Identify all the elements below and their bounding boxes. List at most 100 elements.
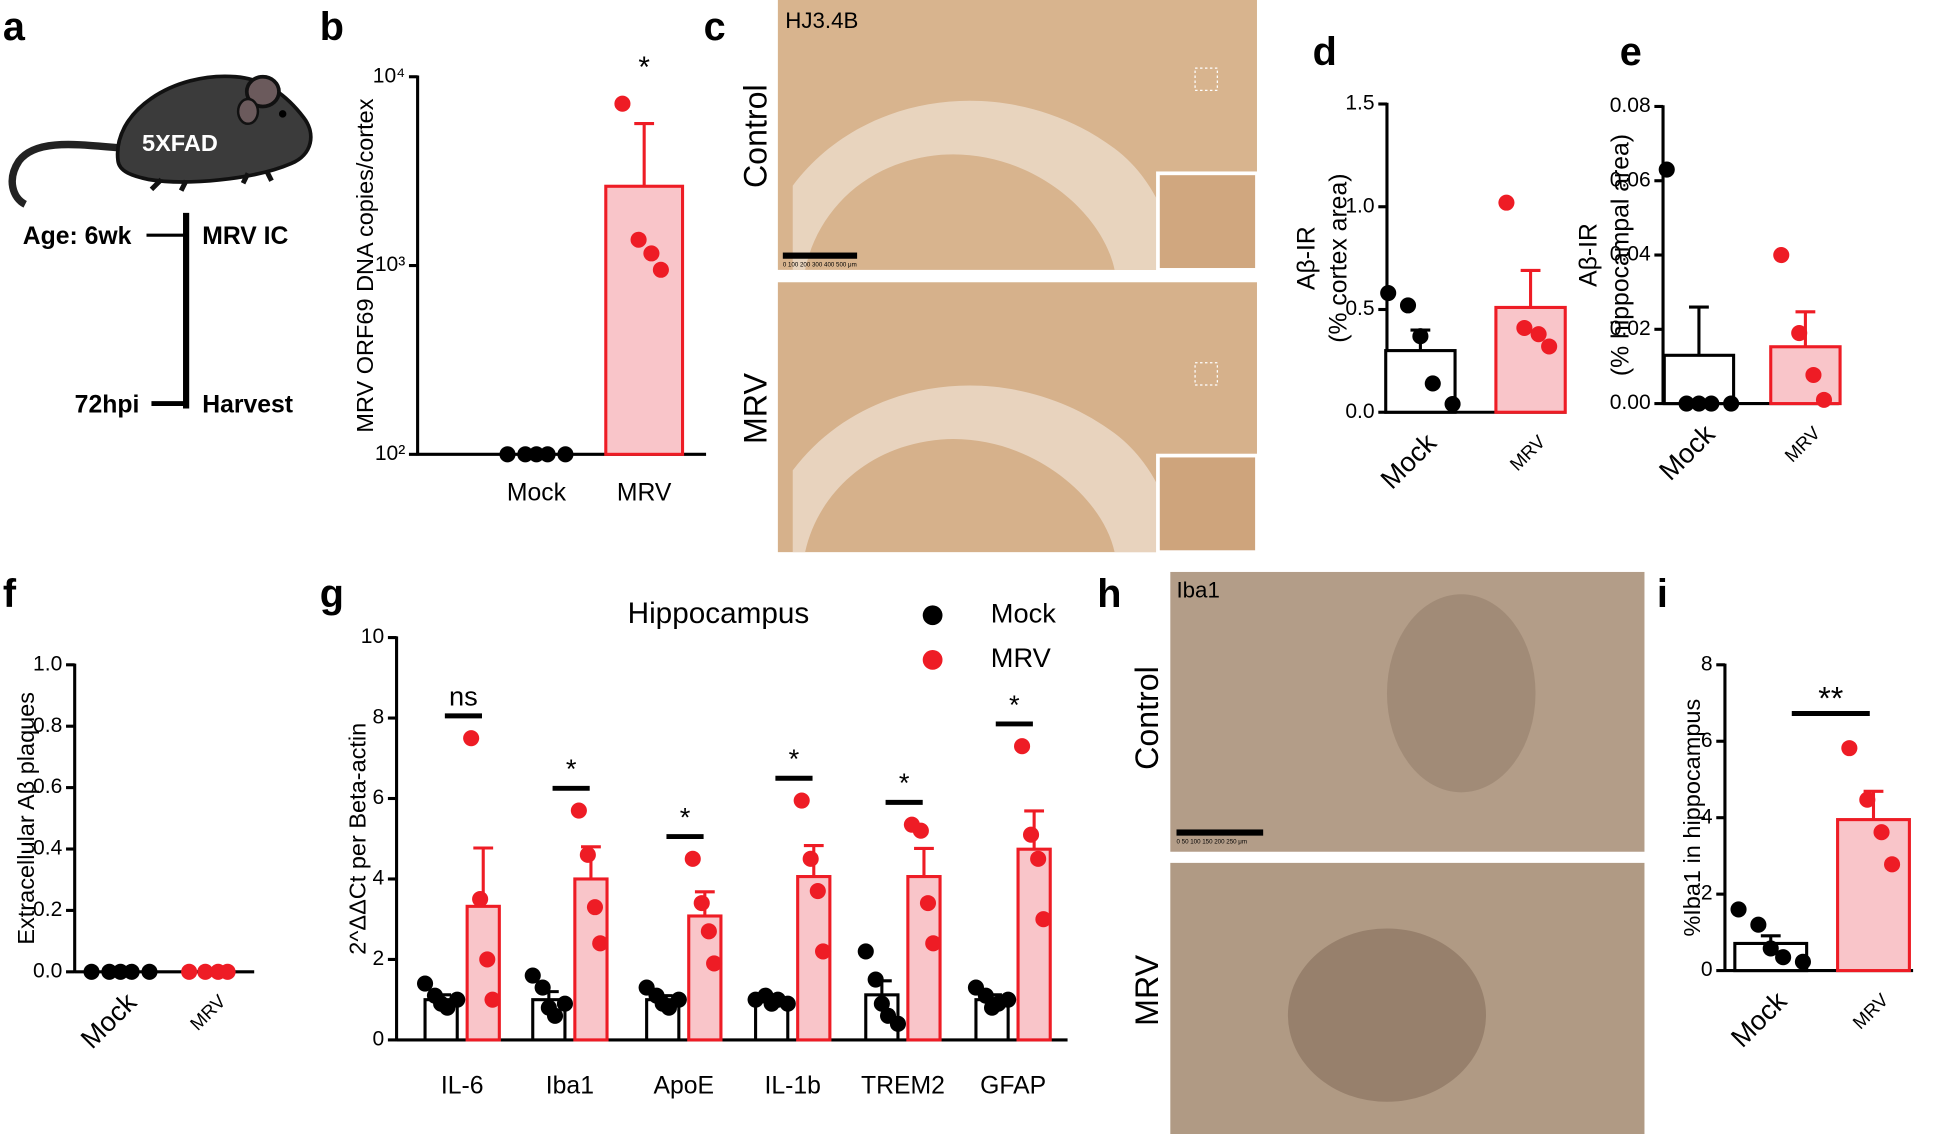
data-point xyxy=(1703,395,1720,412)
y-axis-label: Aβ-IR xyxy=(1576,223,1603,287)
mouse-ear xyxy=(244,74,281,109)
significance-label: * xyxy=(1009,689,1020,720)
data-point xyxy=(1399,297,1417,314)
data-point xyxy=(1805,366,1822,384)
y-tick-label: 8 xyxy=(1701,652,1713,675)
y-tick-label: 10² xyxy=(375,442,405,465)
data-point xyxy=(1498,194,1515,211)
data-point xyxy=(1690,395,1707,412)
mouse-diagram: 5XFAD Age: 6wk MRV IC 72hpi Harvest xyxy=(8,74,313,419)
data-point xyxy=(1030,850,1047,867)
significance-label: * xyxy=(680,801,691,832)
data-point xyxy=(1541,338,1558,355)
x-tick-label: Mock xyxy=(507,479,567,506)
data-point xyxy=(534,979,551,996)
data-point xyxy=(1412,328,1429,345)
panel-label: c xyxy=(704,5,726,49)
data-point xyxy=(83,963,100,980)
micrograph-c: 0 100 200 300 400 500 μm HJ3.4B Control … xyxy=(738,0,1259,555)
data-point xyxy=(614,95,631,112)
y-tick-label: 0.0 xyxy=(33,959,62,982)
panel-label: b xyxy=(320,5,344,49)
x-tick-label: TREM2 xyxy=(861,1072,945,1099)
data-point xyxy=(579,846,596,863)
data-point xyxy=(1873,824,1890,841)
x-tick-label: MRV xyxy=(617,479,672,506)
scale-bar xyxy=(782,252,858,259)
y-tick-label: 0.4 xyxy=(33,837,63,860)
bar xyxy=(1836,818,1911,973)
data-point xyxy=(919,895,937,912)
timeline-label: Age: 6wk xyxy=(23,223,132,250)
y-tick-label: 10 xyxy=(361,625,384,648)
bar xyxy=(604,184,685,456)
data-point xyxy=(1884,856,1901,873)
y-axis-label: MRV ORF69 DNA copies/cortex xyxy=(352,98,378,432)
y-tick-label: 6 xyxy=(372,786,384,809)
y-tick-label: 2 xyxy=(1701,882,1713,905)
data-point xyxy=(546,1007,564,1024)
data-point xyxy=(912,822,929,839)
legend-label: MRV xyxy=(991,642,1052,673)
y-axis-label: Aβ-IR xyxy=(1293,226,1320,290)
legend-label: Mock xyxy=(991,597,1056,628)
y-tick-label: 0.00 xyxy=(1610,391,1651,414)
data-point xyxy=(1773,246,1790,264)
data-point xyxy=(1678,395,1695,412)
panel-labels: a b c d e f g h i xyxy=(3,5,1668,616)
data-point xyxy=(1022,826,1040,843)
data-point xyxy=(867,971,884,988)
x-tick-label: IL-1b xyxy=(765,1072,821,1099)
data-point xyxy=(499,446,516,463)
row-label: MRV xyxy=(738,373,774,444)
legend-marker xyxy=(922,649,943,670)
data-point xyxy=(592,935,609,952)
data-point xyxy=(889,1015,907,1032)
row-label: MRV xyxy=(1129,954,1165,1025)
y-tick-label: 0.8 xyxy=(33,714,62,737)
data-point xyxy=(1000,991,1017,1008)
y-tick-label: 0.06 xyxy=(1610,168,1651,191)
significance-label: ns xyxy=(449,681,478,712)
data-point xyxy=(123,963,140,980)
data-point xyxy=(700,923,717,940)
panel-label: i xyxy=(1657,572,1668,616)
y-tick-label: 0.6 xyxy=(33,775,62,798)
x-tick-label: MRV xyxy=(186,990,230,1034)
data-point xyxy=(449,991,466,1008)
y-tick-label: 4 xyxy=(1701,805,1713,828)
y-tick-label: 0 xyxy=(1701,958,1713,981)
y-tick-label: 0.04 xyxy=(1610,243,1651,266)
data-point xyxy=(1380,285,1397,302)
strain-label: 5XFAD xyxy=(142,130,218,156)
data-point xyxy=(1730,901,1747,918)
mouse-ear xyxy=(236,97,260,126)
y-tick-label: 0.02 xyxy=(1610,317,1651,340)
data-point xyxy=(1859,791,1876,808)
data-point xyxy=(557,446,574,463)
data-point xyxy=(539,446,556,463)
y-tick-label: 0.2 xyxy=(33,898,62,921)
data-point xyxy=(925,935,942,952)
y-tick-label: 1.5 xyxy=(1345,92,1374,115)
data-point xyxy=(1444,395,1461,413)
data-point xyxy=(463,730,480,747)
row-label: Control xyxy=(738,84,774,188)
data-point xyxy=(1424,375,1441,392)
data-point xyxy=(197,963,214,980)
data-point xyxy=(1723,395,1740,412)
mouse-eye xyxy=(278,110,287,118)
panel-label: e xyxy=(1620,30,1642,74)
significance-label: * xyxy=(789,743,800,774)
data-point xyxy=(815,943,832,960)
mouse-feet xyxy=(149,169,274,192)
x-tick-label: MRV xyxy=(1780,422,1824,466)
data-point xyxy=(101,963,118,980)
inset xyxy=(1156,453,1259,555)
data-point xyxy=(684,850,701,867)
y-axis-label: (% hippocampal area) xyxy=(1608,134,1635,376)
mouse-tail xyxy=(8,140,131,208)
y-axis-label: Extracellular Aβ plaques xyxy=(13,692,39,945)
bar xyxy=(465,904,501,1042)
x-tick-label: Mock xyxy=(74,986,142,1054)
